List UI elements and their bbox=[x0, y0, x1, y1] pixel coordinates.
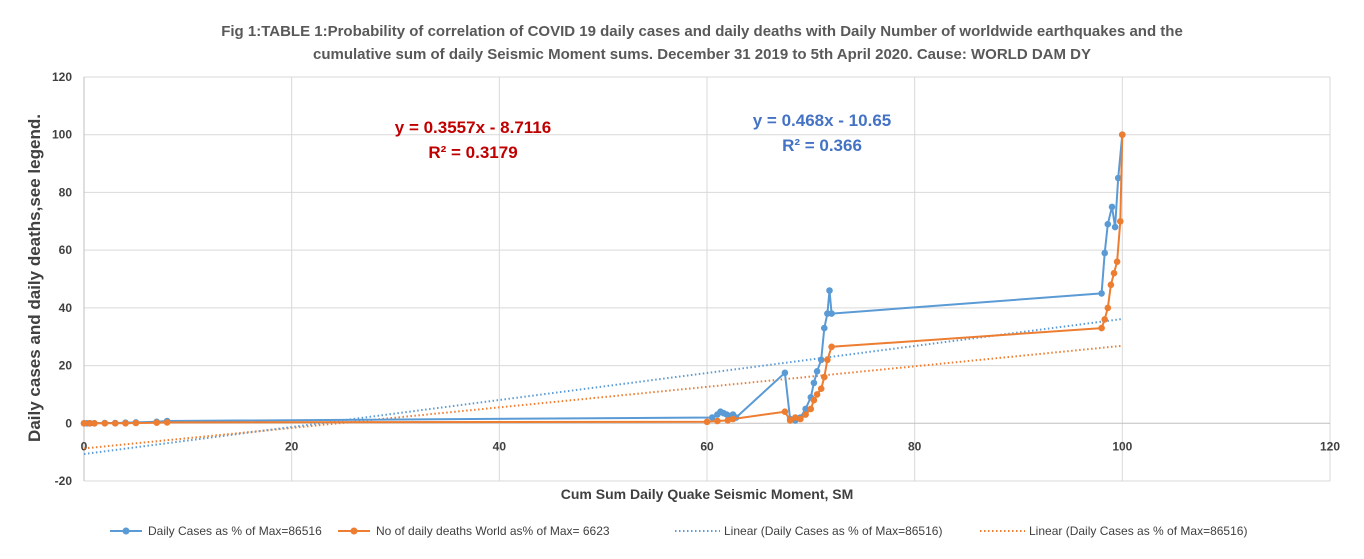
y-tick-label: -20 bbox=[55, 474, 73, 488]
orange-trend-equation: y = 0.3557x - 8.7116 bbox=[395, 118, 551, 137]
data-point bbox=[1111, 223, 1119, 231]
data-point bbox=[111, 420, 119, 427]
series bbox=[80, 131, 1126, 427]
data-point bbox=[786, 417, 794, 424]
x-tick-labels: 0 20 40 60 80 100 120 bbox=[81, 439, 1341, 453]
data-point bbox=[1114, 174, 1122, 182]
data-point bbox=[817, 385, 825, 393]
x-tick-label: 80 bbox=[908, 439, 922, 453]
data-point bbox=[708, 414, 716, 421]
data-point bbox=[1110, 269, 1118, 277]
legend-item-linear-orange: Linear (Daily Cases as % of Max=86516) bbox=[980, 524, 1247, 538]
chart-title-line1: Fig 1:TABLE 1:Probability of correlation… bbox=[221, 23, 1183, 40]
trendline bbox=[83, 344, 1123, 450]
data-point bbox=[828, 310, 835, 317]
data-point bbox=[810, 379, 818, 387]
x-axis-title: Cum Sum Daily Quake Seismic Moment, SM bbox=[561, 486, 854, 502]
data-point bbox=[813, 368, 821, 375]
y-tick-label: 20 bbox=[59, 359, 73, 373]
trendlines bbox=[83, 317, 1123, 456]
series-line-0 bbox=[84, 134, 1124, 425]
legend-label-cases: Daily Cases as % of Max=86516 bbox=[148, 524, 322, 538]
data-point bbox=[724, 417, 732, 424]
series-line-1 bbox=[84, 134, 1124, 425]
y-tick-label: 120 bbox=[52, 70, 72, 84]
data-point bbox=[1113, 258, 1121, 266]
data-point bbox=[802, 405, 809, 413]
legend-item-deaths: No of daily deaths World as% of Max= 662… bbox=[338, 524, 610, 538]
data-point bbox=[813, 391, 821, 398]
x-tick-label: 100 bbox=[1112, 439, 1132, 453]
data-point bbox=[821, 324, 828, 332]
legend-label-linear-orange: Linear (Daily Cases as % of Max=86516) bbox=[1029, 524, 1247, 538]
legend: Daily Cases as % of Max=86516 No of dail… bbox=[110, 524, 1247, 538]
data-point bbox=[1117, 218, 1124, 225]
y-axis-title: Daily cases and daily deaths,see legend. bbox=[25, 114, 44, 442]
data-point bbox=[1104, 304, 1112, 312]
data-point bbox=[1098, 290, 1105, 297]
y-tick-labels: -20 0 20 40 60 80 100 120 bbox=[52, 70, 72, 488]
y-tick-label: 40 bbox=[59, 301, 73, 315]
blue-trend-r2: R² = 0.366 bbox=[782, 136, 862, 155]
data-point bbox=[163, 419, 171, 426]
data-point bbox=[703, 418, 711, 426]
data-point bbox=[1104, 220, 1112, 228]
data-point bbox=[1101, 316, 1108, 323]
data-point bbox=[817, 356, 825, 364]
x-tick-label: 20 bbox=[285, 439, 299, 453]
x-tick-label: 0 bbox=[81, 439, 88, 453]
data-point bbox=[714, 417, 721, 425]
data-point bbox=[132, 419, 140, 427]
data-point bbox=[91, 420, 98, 427]
data-point bbox=[824, 356, 831, 364]
legend-label-deaths: No of daily deaths World as% of Max= 662… bbox=[376, 524, 610, 538]
legend-marker-dot-deaths bbox=[350, 527, 358, 535]
data-point bbox=[1098, 324, 1105, 332]
y-tick-label: 60 bbox=[59, 243, 73, 257]
data-point bbox=[802, 411, 809, 418]
y-tick-label: 0 bbox=[65, 416, 72, 430]
data-point bbox=[781, 369, 789, 377]
orange-trend-r2: R² = 0.3179 bbox=[428, 143, 517, 162]
data-point bbox=[826, 287, 833, 294]
data-point bbox=[122, 420, 129, 427]
data-point bbox=[1107, 281, 1115, 289]
data-point bbox=[153, 419, 160, 427]
x-tick-label: 40 bbox=[493, 439, 507, 453]
x-tick-label: 120 bbox=[1320, 439, 1340, 453]
data-point bbox=[807, 405, 815, 413]
y-tick-label: 80 bbox=[59, 185, 73, 199]
legend-marker-dot-cases bbox=[122, 527, 130, 535]
data-point bbox=[781, 408, 789, 416]
data-point bbox=[85, 420, 93, 427]
legend-label-linear-blue: Linear (Daily Cases as % of Max=86516) bbox=[724, 524, 942, 538]
legend-item-cases: Daily Cases as % of Max=86516 bbox=[110, 524, 322, 538]
chart-title-line2: cumulative sum of daily Seismic Moment s… bbox=[313, 46, 1091, 63]
data-point bbox=[797, 415, 804, 423]
legend-item-linear-blue: Linear (Daily Cases as % of Max=86516) bbox=[675, 524, 942, 538]
data-point bbox=[1119, 131, 1126, 138]
blue-trend-equation: y = 0.468x - 10.65 bbox=[753, 111, 891, 130]
x-tick-label: 60 bbox=[700, 439, 714, 453]
data-point bbox=[729, 415, 737, 423]
trendline bbox=[83, 317, 1123, 456]
data-point bbox=[828, 343, 835, 351]
data-point bbox=[810, 396, 818, 404]
data-point bbox=[821, 373, 828, 381]
y-tick-label: 100 bbox=[52, 128, 72, 142]
data-point bbox=[792, 414, 799, 421]
data-point bbox=[80, 420, 88, 427]
data-point bbox=[101, 420, 109, 427]
data-point bbox=[1101, 249, 1108, 257]
data-point bbox=[1108, 203, 1116, 211]
